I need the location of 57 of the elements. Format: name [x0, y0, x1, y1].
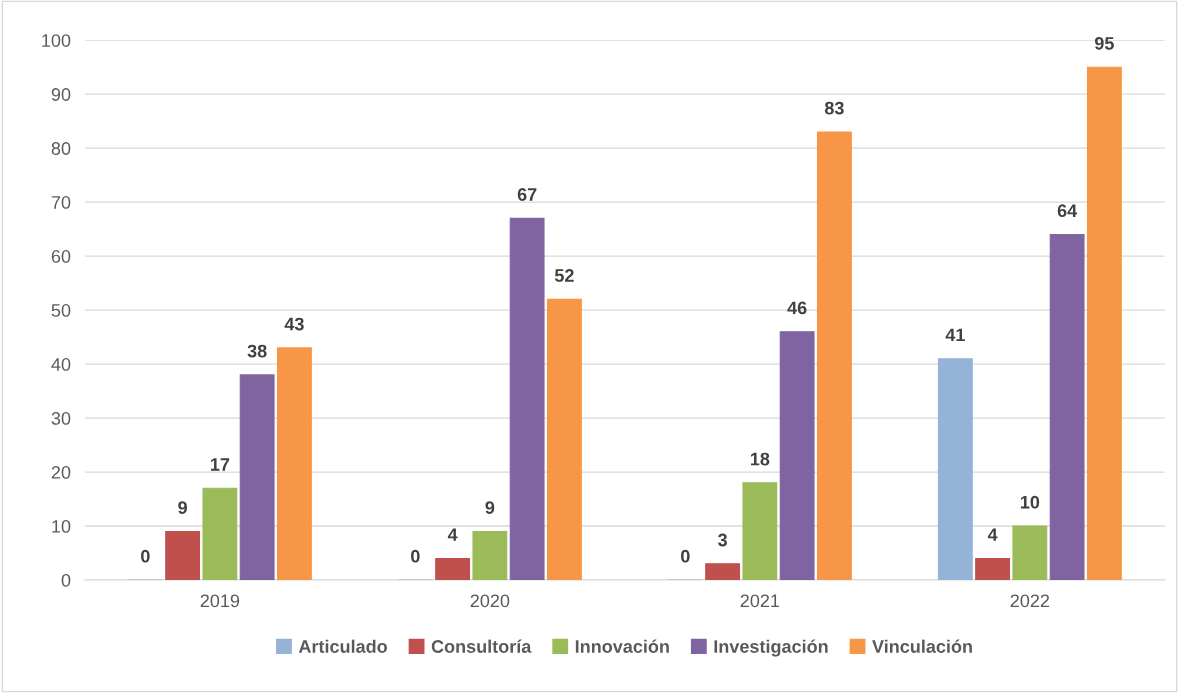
data-label: 67	[517, 188, 537, 201]
y-tick-label: 60	[51, 250, 71, 263]
x-tick-label: 2021	[740, 594, 780, 608]
data-label: 64	[1057, 204, 1078, 218]
y-tick-label: 10	[52, 519, 71, 533]
y-tick-label: 90	[51, 88, 71, 101]
data-label: 17	[210, 458, 230, 471]
bar	[937, 358, 973, 581]
data-label: 9	[485, 501, 495, 514]
legend-label: Investigación	[714, 639, 828, 657]
bar	[1086, 66, 1122, 581]
bar	[779, 331, 815, 581]
data-label: 0	[681, 549, 690, 563]
bar	[975, 557, 1011, 581]
y-tick-label: 0	[61, 573, 71, 587]
data-label: 0	[411, 549, 420, 563]
x-tick-label: 2019	[200, 594, 240, 608]
data-label: 4	[987, 528, 998, 541]
bar	[165, 530, 201, 581]
y-tick-label: 70	[51, 196, 71, 209]
bar	[239, 374, 275, 581]
bar	[276, 347, 312, 581]
data-label: 38	[247, 344, 267, 358]
y-tick-label: 50	[51, 304, 71, 317]
data-label: 95	[1094, 36, 1114, 50]
legend-label: Consultoría	[431, 639, 532, 653]
data-label: 52	[554, 269, 574, 282]
y-tick-label: 40	[51, 358, 71, 371]
data-label: 41	[945, 328, 965, 342]
bar	[546, 298, 582, 581]
legend-label: Vinculación	[872, 639, 972, 653]
data-label: 46	[787, 301, 807, 315]
data-label: 0	[141, 549, 150, 563]
bar	[472, 530, 508, 581]
x-tick-label: 2022	[1010, 594, 1050, 608]
x-tick-label: 2020	[470, 594, 510, 608]
bar	[202, 487, 238, 581]
legend-label: Articulado	[298, 639, 387, 653]
data-label: 3	[718, 533, 727, 547]
data-label: 4	[447, 528, 458, 541]
bar	[816, 131, 852, 581]
bar	[435, 557, 471, 581]
y-tick-label: 100	[42, 34, 71, 47]
data-label: 18	[750, 452, 770, 466]
data-label: 83	[824, 101, 844, 115]
y-tick-label: 80	[51, 142, 71, 155]
bar	[509, 217, 545, 581]
y-tick-label: 20	[51, 466, 71, 479]
bar	[742, 482, 778, 581]
bar	[1049, 233, 1085, 581]
bar	[705, 563, 741, 581]
data-label: 43	[284, 317, 304, 331]
bar	[1012, 525, 1048, 581]
legend-label: Innovación	[575, 639, 669, 653]
data-label: 10	[1020, 495, 1040, 509]
data-label: 9	[178, 501, 187, 514]
y-tick-label: 30	[51, 412, 71, 425]
